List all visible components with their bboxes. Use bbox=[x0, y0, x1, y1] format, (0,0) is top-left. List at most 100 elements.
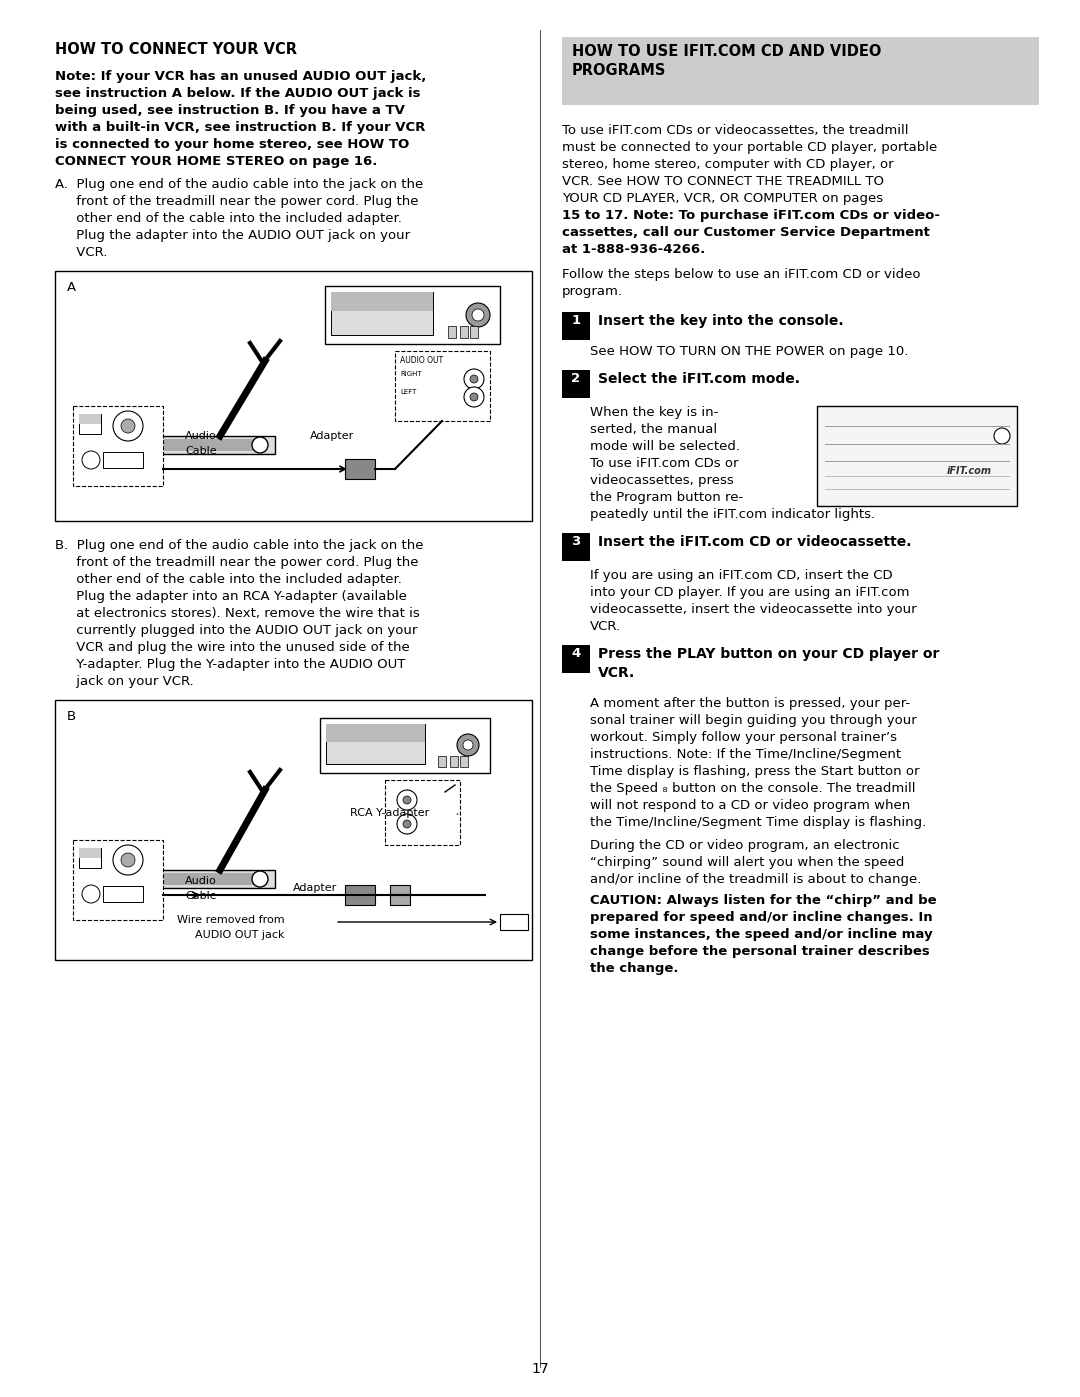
Circle shape bbox=[472, 309, 484, 321]
Bar bbox=[500, 914, 528, 930]
Text: Cable: Cable bbox=[185, 446, 217, 455]
Bar bbox=[320, 718, 490, 773]
Text: VCR.: VCR. bbox=[590, 620, 621, 633]
Text: stereo, home stereo, computer with CD player, or: stereo, home stereo, computer with CD pl… bbox=[562, 158, 893, 170]
Text: with a built-in VCR, see instruction B. If your VCR: with a built-in VCR, see instruction B. … bbox=[55, 122, 426, 134]
Bar bbox=[73, 840, 163, 921]
Text: VCR.: VCR. bbox=[55, 246, 107, 258]
Text: the Time/Incline/Segment Time display is flashing.: the Time/Incline/Segment Time display is… bbox=[590, 816, 927, 828]
Text: prepared for speed and/or incline changes. In: prepared for speed and/or incline change… bbox=[590, 911, 933, 923]
Circle shape bbox=[457, 733, 480, 756]
Text: To use iFIT.com CDs or: To use iFIT.com CDs or bbox=[590, 457, 739, 469]
Bar bbox=[562, 645, 590, 673]
Circle shape bbox=[252, 870, 268, 887]
Bar bbox=[105, 436, 275, 454]
Bar bbox=[450, 756, 458, 767]
Circle shape bbox=[82, 886, 100, 902]
Text: Plug the adapter into an RCA Y-adapter (available: Plug the adapter into an RCA Y-adapter (… bbox=[55, 590, 407, 604]
Bar bbox=[103, 886, 143, 902]
Text: CONNECT YOUR HOME STEREO on page 16.: CONNECT YOUR HOME STEREO on page 16. bbox=[55, 155, 377, 168]
Text: Adapter: Adapter bbox=[310, 432, 354, 441]
Text: currently plugged into the AUDIO OUT jack on your: currently plugged into the AUDIO OUT jac… bbox=[55, 624, 417, 637]
Circle shape bbox=[397, 789, 417, 810]
Text: other end of the cable into the included adapter.: other end of the cable into the included… bbox=[55, 212, 402, 225]
Text: A: A bbox=[67, 281, 76, 293]
Circle shape bbox=[252, 437, 268, 453]
Circle shape bbox=[465, 303, 490, 327]
Bar bbox=[55, 271, 532, 521]
Text: will not respond to a CD or video program when: will not respond to a CD or video progra… bbox=[590, 799, 910, 812]
Text: Plug the adapter into the AUDIO OUT jack on your: Plug the adapter into the AUDIO OUT jack… bbox=[55, 229, 410, 242]
Text: into your CD player. If you are using an iFIT.com: into your CD player. If you are using an… bbox=[590, 585, 909, 599]
Text: being used, see instruction B. If you have a TV: being used, see instruction B. If you ha… bbox=[55, 103, 405, 117]
Text: VCR.: VCR. bbox=[598, 666, 635, 680]
Text: workout. Simply follow your personal trainer’s: workout. Simply follow your personal tra… bbox=[590, 731, 897, 745]
Bar bbox=[79, 848, 102, 858]
Text: During the CD or video program, an electronic: During the CD or video program, an elect… bbox=[590, 840, 900, 852]
Text: peatedly until the iFIT.com indicator lights.: peatedly until the iFIT.com indicator li… bbox=[590, 509, 875, 521]
Bar bbox=[330, 292, 432, 335]
Text: other end of the cable into the included adapter.: other end of the cable into the included… bbox=[55, 573, 402, 585]
Bar bbox=[390, 886, 410, 905]
Bar bbox=[460, 326, 468, 338]
Bar bbox=[562, 534, 590, 562]
Bar bbox=[114, 439, 265, 451]
Text: some instances, the speed and/or incline may: some instances, the speed and/or incline… bbox=[590, 928, 933, 942]
Circle shape bbox=[397, 814, 417, 834]
Text: B: B bbox=[67, 710, 76, 724]
Text: “chirping” sound will alert you when the speed: “chirping” sound will alert you when the… bbox=[590, 856, 904, 869]
Text: front of the treadmill near the power cord. Plug the: front of the treadmill near the power co… bbox=[55, 196, 419, 208]
Bar bbox=[438, 756, 446, 767]
Text: 1: 1 bbox=[571, 314, 581, 327]
Text: PROGRAMS: PROGRAMS bbox=[572, 63, 666, 78]
Text: at 1-888-936-4266.: at 1-888-936-4266. bbox=[562, 243, 705, 256]
Text: AUDIO OUT: AUDIO OUT bbox=[400, 356, 443, 365]
Bar bbox=[345, 886, 375, 905]
Circle shape bbox=[112, 870, 129, 887]
Text: RCA Y-adapter: RCA Y-adapter bbox=[350, 807, 429, 819]
Text: Note: If your VCR has an unused AUDIO OUT jack,: Note: If your VCR has an unused AUDIO OU… bbox=[55, 70, 427, 82]
Circle shape bbox=[403, 820, 411, 828]
Text: Adapter: Adapter bbox=[293, 883, 337, 893]
Text: Time display is flashing, press the Start button or: Time display is flashing, press the Star… bbox=[590, 766, 919, 778]
Text: front of the treadmill near the power cord. Plug the: front of the treadmill near the power co… bbox=[55, 556, 419, 569]
Text: VCR. See HOW TO CONNECT THE TREADMILL TO: VCR. See HOW TO CONNECT THE TREADMILL TO bbox=[562, 175, 885, 189]
Bar bbox=[103, 453, 143, 468]
Text: must be connected to your portable CD player, portable: must be connected to your portable CD pl… bbox=[562, 141, 937, 154]
Circle shape bbox=[113, 845, 143, 875]
Text: Y-adapter. Plug the Y-adapter into the AUDIO OUT: Y-adapter. Plug the Y-adapter into the A… bbox=[55, 658, 405, 671]
Text: LEFT: LEFT bbox=[400, 388, 417, 395]
Text: jack on your VCR.: jack on your VCR. bbox=[55, 675, 193, 687]
Bar bbox=[114, 873, 265, 886]
Text: A.  Plug one end of the audio cable into the jack on the: A. Plug one end of the audio cable into … bbox=[55, 177, 423, 191]
Text: serted, the manual: serted, the manual bbox=[590, 423, 717, 436]
Text: instructions. Note: If the Time/Incline/Segment: instructions. Note: If the Time/Incline/… bbox=[590, 747, 901, 761]
Bar bbox=[105, 870, 275, 888]
Bar bbox=[345, 460, 375, 479]
Bar bbox=[562, 312, 590, 339]
Text: A moment after the button is pressed, your per-: A moment after the button is pressed, yo… bbox=[590, 697, 910, 710]
Circle shape bbox=[121, 419, 135, 433]
Text: change before the personal trainer describes: change before the personal trainer descr… bbox=[590, 944, 930, 958]
Text: see instruction A below. If the AUDIO OUT jack is: see instruction A below. If the AUDIO OU… bbox=[55, 87, 420, 101]
Text: Audio: Audio bbox=[185, 432, 217, 441]
Circle shape bbox=[470, 393, 478, 401]
Bar bbox=[395, 351, 490, 420]
Bar bbox=[73, 407, 163, 486]
Text: 3: 3 bbox=[571, 535, 581, 548]
Text: To use iFIT.com CDs or videocassettes, the treadmill: To use iFIT.com CDs or videocassettes, t… bbox=[562, 124, 908, 137]
Circle shape bbox=[113, 411, 143, 441]
Circle shape bbox=[463, 740, 473, 750]
Text: Cable: Cable bbox=[185, 891, 217, 901]
Text: If you are using an iFIT.com CD, insert the CD: If you are using an iFIT.com CD, insert … bbox=[590, 569, 893, 583]
Text: and/or incline of the treadmill is about to change.: and/or incline of the treadmill is about… bbox=[590, 873, 921, 886]
Text: cassettes, call our Customer Service Department: cassettes, call our Customer Service Dep… bbox=[562, 226, 930, 239]
Text: VCR and plug the wire into the unused side of the: VCR and plug the wire into the unused si… bbox=[55, 641, 409, 654]
Text: 2: 2 bbox=[571, 372, 581, 386]
Bar bbox=[79, 848, 102, 868]
Bar bbox=[55, 700, 532, 960]
Circle shape bbox=[994, 427, 1010, 444]
Text: program.: program. bbox=[562, 285, 623, 298]
Circle shape bbox=[112, 437, 129, 453]
Text: Select the iFIT.com mode.: Select the iFIT.com mode. bbox=[598, 372, 800, 386]
